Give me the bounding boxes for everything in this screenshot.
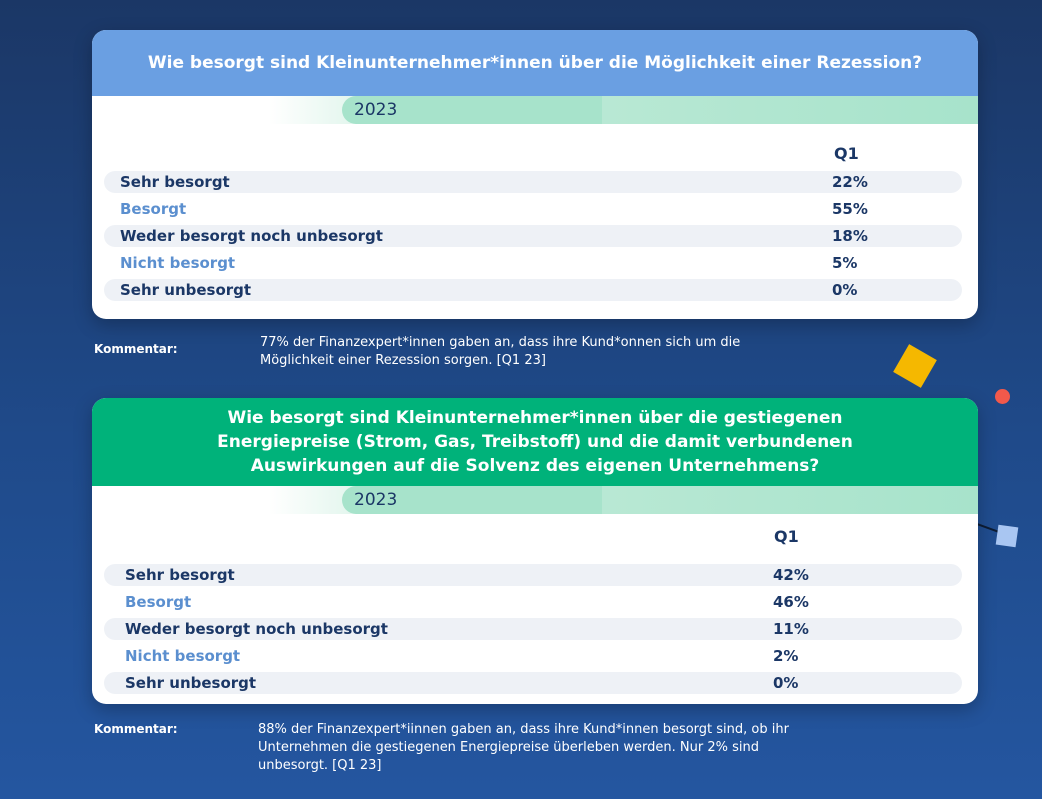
blue-square-decoration — [996, 525, 1019, 548]
yellow-square-decoration — [893, 344, 937, 388]
row-value: 0% — [773, 674, 798, 692]
table-row: Sehr unbesorgt 0% — [104, 672, 962, 694]
row-value: 18% — [832, 227, 868, 245]
row-value: 2% — [773, 647, 798, 665]
year-strip: 2023 — [92, 486, 978, 514]
red-dot-decoration — [995, 389, 1010, 404]
card-header: Wie besorgt sind Kleinunternehmer*innen … — [92, 30, 978, 96]
comment-text: 88% der Finanzexpert*iinnen gaben an, da… — [258, 721, 789, 775]
row-label: Besorgt — [125, 593, 191, 611]
comment-line: 88% der Finanzexpert*iinnen gaben an, da… — [258, 721, 789, 739]
row-label: Weder besorgt noch unbesorgt — [125, 620, 388, 638]
row-value: 11% — [773, 620, 809, 638]
comment-text: 77% der Finanzexpert*innen gaben an, das… — [260, 334, 740, 370]
row-label: Nicht besorgt — [120, 254, 235, 272]
table-row: Sehr besorgt 22% — [104, 171, 962, 193]
row-value: 0% — [832, 281, 857, 299]
year-label: 2023 — [354, 490, 397, 510]
row-value: 5% — [832, 254, 857, 272]
row-label: Sehr besorgt — [125, 566, 235, 584]
comment-line: unbesorgt. [Q1 23] — [258, 757, 789, 775]
row-value: 46% — [773, 593, 809, 611]
card-title: Wie besorgt sind Kleinunternehmer*innen … — [148, 51, 922, 75]
table-row: Sehr besorgt 42% — [104, 564, 962, 586]
row-value: 42% — [773, 566, 809, 584]
table-card-energy: Wie besorgt sind Kleinunternehmer*innen … — [92, 398, 978, 704]
row-label: Besorgt — [120, 200, 186, 218]
table-row: Besorgt 46% — [104, 591, 962, 613]
comment-line: Möglichkeit einer Rezession sorgen. [Q1 … — [260, 352, 740, 370]
year-label: 2023 — [354, 100, 397, 120]
comment-label: Kommentar: — [94, 342, 178, 356]
row-label: Sehr besorgt — [120, 173, 230, 191]
card-title-line: Wie besorgt sind Kleinunternehmer*innen … — [217, 406, 853, 430]
comment-line: Unternehmen die gestiegenen Energiepreis… — [258, 739, 789, 757]
table-row: Weder besorgt noch unbesorgt 18% — [104, 225, 962, 247]
row-label: Sehr unbesorgt — [125, 674, 256, 692]
card-title-line: Auswirkungen auf die Solvenz des eigenen… — [217, 454, 853, 478]
row-value: 55% — [832, 200, 868, 218]
card-header: Wie besorgt sind Kleinunternehmer*innen … — [92, 398, 978, 486]
table-row: Sehr unbesorgt 0% — [104, 279, 962, 301]
table-row: Nicht besorgt 5% — [104, 252, 962, 274]
column-header: Q1 — [834, 144, 859, 163]
table-card-recession: Wie besorgt sind Kleinunternehmer*innen … — [92, 30, 978, 319]
comment-label: Kommentar: — [94, 722, 178, 736]
row-label: Sehr unbesorgt — [120, 281, 251, 299]
row-label: Weder besorgt noch unbesorgt — [120, 227, 383, 245]
table-row: Besorgt 55% — [104, 198, 962, 220]
table-row: Nicht besorgt 2% — [104, 645, 962, 667]
comment-line: 77% der Finanzexpert*innen gaben an, das… — [260, 334, 740, 352]
row-value: 22% — [832, 173, 868, 191]
column-header: Q1 — [774, 527, 799, 546]
table-row: Weder besorgt noch unbesorgt 11% — [104, 618, 962, 640]
row-label: Nicht besorgt — [125, 647, 240, 665]
card-title-line: Energiepreise (Strom, Gas, Treibstoff) u… — [217, 430, 853, 454]
year-strip: 2023 — [92, 96, 978, 124]
